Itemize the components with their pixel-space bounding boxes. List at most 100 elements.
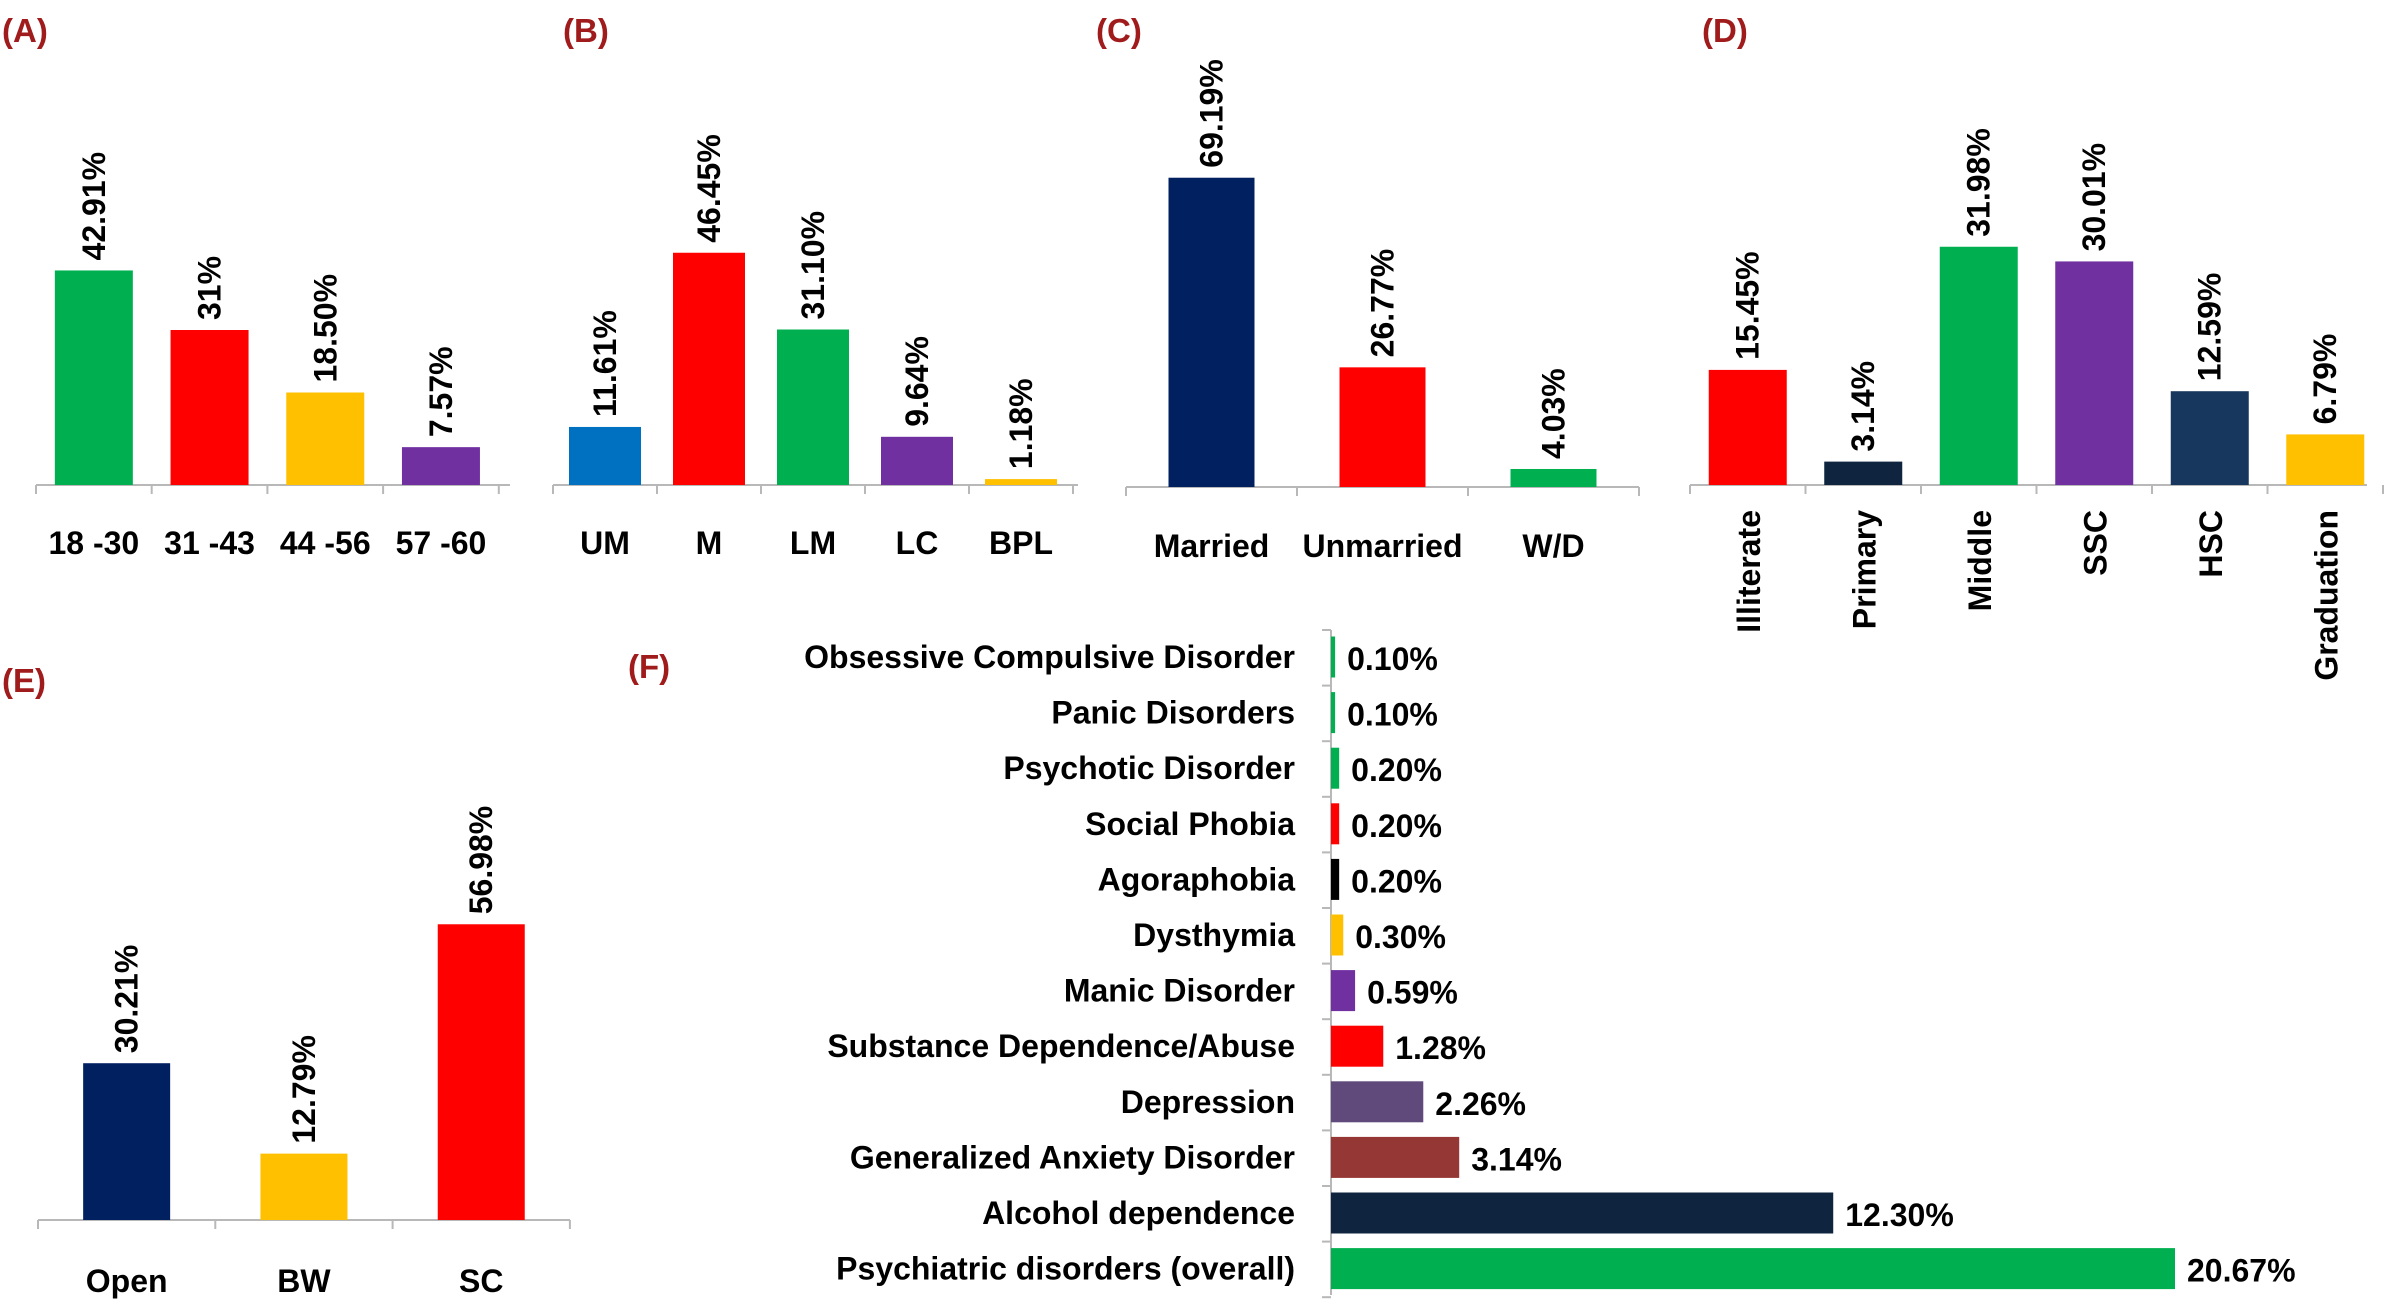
panel-label: (C) — [1096, 12, 1142, 49]
data-label: 18.50% — [307, 274, 343, 383]
panel-caste: (E) 30.21% Open 12.79% BW 56.98% SC — [2, 662, 571, 1299]
panel-disorders: (F) Obsessive Compulsive Disorder 0.10% Pan… — [628, 629, 2296, 1299]
data-label: 9.64% — [899, 336, 935, 427]
data-label: 12.30% — [1845, 1197, 1954, 1233]
bar — [1331, 803, 1340, 845]
panel-label: (E) — [2, 662, 46, 699]
data-label: 3.14% — [1471, 1141, 1562, 1177]
data-label: 20.67% — [2187, 1253, 2296, 1289]
data-label: 0.20% — [1351, 808, 1442, 844]
bar — [1331, 914, 1344, 956]
category-label: 18 -30 — [48, 525, 139, 561]
category-label: Primary — [1846, 510, 1882, 629]
bar — [1510, 468, 1597, 487]
data-label: 0.10% — [1347, 641, 1438, 677]
bar — [881, 436, 953, 485]
data-label: 2.26% — [1435, 1086, 1526, 1122]
category-label: Illiterate — [1731, 510, 1767, 633]
bar — [1331, 970, 1356, 1012]
data-label: 69.19% — [1194, 59, 1230, 168]
category-label: Panic Disorders — [1051, 695, 1295, 731]
category-label: Depression — [1121, 1084, 1295, 1120]
category-label: W/D — [1522, 528, 1584, 564]
bar — [1331, 747, 1340, 789]
category-label: HSC — [2193, 510, 2229, 578]
category-label: BPL — [989, 525, 1053, 561]
data-label: 6.79% — [2307, 334, 2343, 425]
category-label: Agoraphobia — [1098, 861, 1296, 897]
category-label: UM — [580, 525, 630, 561]
bar — [2170, 391, 2249, 485]
category-label: 57 -60 — [396, 525, 487, 561]
category-label: Middle — [1962, 510, 1998, 611]
category-label: Obsessive Compulsive Disorder — [804, 639, 1295, 675]
category-label: LM — [790, 525, 836, 561]
data-label: 0.10% — [1347, 697, 1438, 733]
bar — [1331, 1025, 1384, 1067]
category-label: Substance Dependence/Abuse — [827, 1028, 1295, 1064]
category-label: Open — [86, 1263, 168, 1299]
bar — [401, 447, 480, 485]
data-label: 31% — [192, 256, 228, 320]
bar — [1331, 1136, 1460, 1178]
bar — [1168, 177, 1255, 487]
data-label: 46.45% — [691, 134, 727, 243]
data-label: 30.21% — [109, 945, 145, 1054]
category-label: Dysthymia — [1133, 917, 1295, 953]
category-label: 44 -56 — [280, 525, 371, 561]
category-label: Alcohol dependence — [982, 1195, 1295, 1231]
data-label: 31.10% — [795, 211, 831, 320]
data-label: 26.77% — [1365, 249, 1401, 358]
data-label: 1.28% — [1395, 1030, 1486, 1066]
category-label: Social Phobia — [1085, 806, 1295, 842]
data-label: 11.61% — [587, 310, 623, 417]
data-label: 42.91% — [76, 152, 112, 261]
bar — [1331, 692, 1336, 734]
bar — [1331, 1192, 1834, 1234]
panel-label: (D) — [1702, 12, 1748, 49]
data-label: 12.79% — [286, 1035, 322, 1144]
bar — [1331, 1248, 2175, 1290]
category-label: Graduation — [2308, 510, 2344, 681]
category-label: M — [696, 525, 723, 561]
category-label: Unmarried — [1302, 528, 1462, 564]
panel-age: (A) 42.91% 18 -30 31% 31 -43 18.50% 44 -56 7.57… — [2, 12, 510, 561]
data-label: 56.98% — [463, 806, 499, 915]
bar — [437, 924, 525, 1220]
panel-education: (D) 15.45% Illiterate 3.14% Primary 31.98% Mid… — [1689, 12, 2384, 681]
data-label: 1.18% — [1003, 378, 1039, 469]
bar — [1331, 1081, 1424, 1123]
panel-label: (B) — [563, 12, 609, 49]
bar — [1331, 636, 1336, 678]
category-label: 31 -43 — [164, 525, 255, 561]
category-label: Manic Disorder — [1064, 973, 1295, 1009]
bar — [777, 329, 849, 485]
panel-class: (B) 11.61% UM 46.45% M 31.10% LM 9.64% LC 1.18% BP… — [552, 12, 1078, 561]
data-label: 0.59% — [1367, 975, 1458, 1011]
data-label: 30.01% — [2076, 143, 2112, 252]
bar — [54, 270, 133, 485]
data-label: 15.45% — [1730, 251, 1766, 360]
category-label: SSC — [2077, 510, 2113, 576]
data-label: 3.14% — [1845, 361, 1881, 452]
bar — [1331, 858, 1340, 900]
bar — [2286, 434, 2365, 485]
bar — [286, 392, 365, 485]
category-label: Married — [1154, 528, 1270, 564]
data-label: 7.57% — [423, 346, 459, 437]
panel-marital: (C) 69.19% Married 26.77% Unmarried 4.03% W/D — [1096, 12, 1640, 564]
bar — [1824, 461, 1903, 485]
category-label: Psychiatric disorders (overall) — [836, 1251, 1295, 1287]
panel-label: (A) — [2, 12, 48, 49]
bar — [1339, 367, 1426, 487]
data-label: 4.03% — [1536, 368, 1572, 459]
bar — [1708, 369, 1787, 485]
panel-label: (F) — [628, 648, 670, 685]
bar — [2055, 261, 2134, 485]
bar — [170, 330, 249, 485]
bar — [569, 426, 641, 485]
data-label: 0.20% — [1351, 863, 1442, 899]
category-label: LC — [896, 525, 939, 561]
category-label: SC — [459, 1263, 503, 1299]
category-label: Generalized Anxiety Disorder — [850, 1139, 1295, 1175]
